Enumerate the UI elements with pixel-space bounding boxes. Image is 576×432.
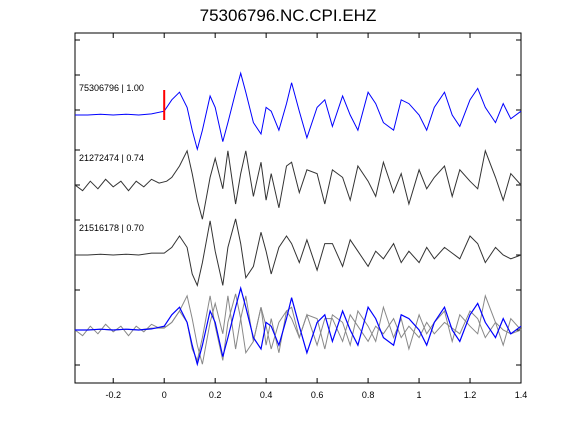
x-tick-label-6: 1 — [417, 390, 422, 400]
x-tick-label-0: -0.2 — [105, 390, 121, 400]
trace-label-0: 75306796 | 1.00 — [79, 83, 144, 93]
chart-title: 75306796.NC.CPI.EHZ — [199, 6, 377, 25]
x-tick-label-8: 1.4 — [515, 390, 528, 400]
plot-frame — [74, 32, 522, 384]
x-tick-label-3: 0.4 — [260, 390, 273, 400]
trace-label-1: 21272474 | 0.74 — [79, 153, 144, 163]
x-tick-label-1: 0 — [162, 390, 167, 400]
x-tick-label-2: 0.2 — [209, 390, 222, 400]
x-tick-label-4: 0.6 — [311, 390, 324, 400]
trace-line-1 — [74, 149, 522, 220]
overlay-line-0 — [75, 285, 522, 367]
x-tick-label-7: 1.2 — [464, 390, 477, 400]
x-tick-label-5: 0.8 — [362, 390, 375, 400]
trace-label-2: 21516178 | 0.70 — [79, 223, 144, 233]
overlay-line-2 — [75, 293, 522, 362]
trace-line-2 — [75, 218, 522, 287]
traces — [74, 71, 522, 367]
trace-labels: 75306796 | 1.00 21272474 | 0.74 21516178 |… — [79, 83, 144, 233]
x-axis: -0.2 0 0.2 0.4 0.6 0.8 1 1.2 1.4 — [75, 33, 527, 400]
trace-line-0 — [75, 71, 522, 152]
